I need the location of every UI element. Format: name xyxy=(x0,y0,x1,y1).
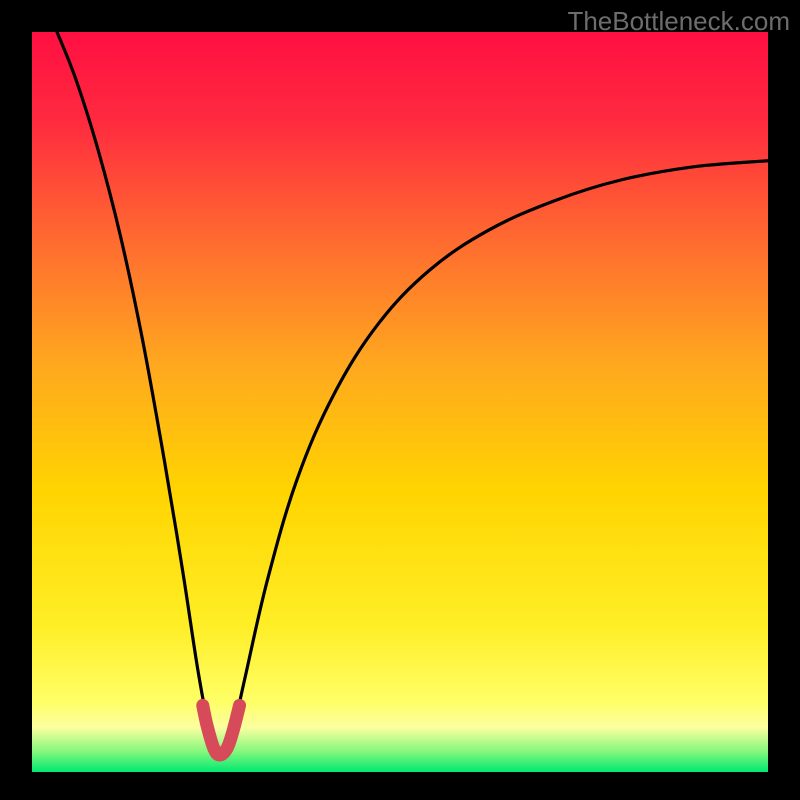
bottleneck-curve xyxy=(57,32,768,759)
plot-curve-layer xyxy=(32,32,768,772)
trough-marker xyxy=(203,705,240,755)
plot-area xyxy=(32,32,768,772)
chart-stage: TheBottleneck.com xyxy=(0,0,800,800)
watermark-text: TheBottleneck.com xyxy=(567,6,790,37)
